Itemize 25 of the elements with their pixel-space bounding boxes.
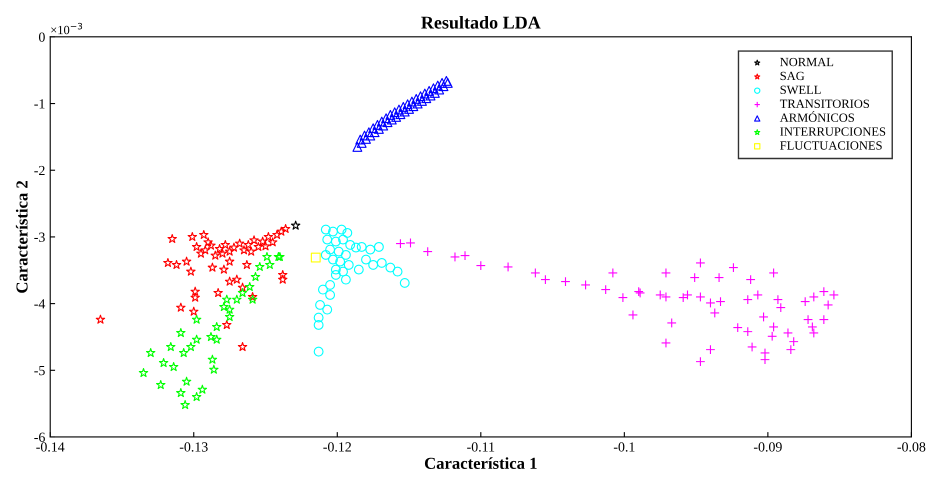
x-tick-label: -0.09 bbox=[754, 442, 782, 452]
legend-label: SAG bbox=[780, 72, 804, 80]
y-tick-label: -4 bbox=[34, 299, 46, 308]
x-tick-label: -0.11 bbox=[467, 442, 494, 452]
legend-label: NORMAL bbox=[780, 58, 834, 66]
x-tick-label: -0.13 bbox=[180, 442, 208, 452]
x-tick-label: -0.12 bbox=[323, 442, 351, 452]
legend-label: TRANSITORIOS bbox=[780, 100, 870, 108]
legend-label: FLUCTUACIONES bbox=[780, 141, 882, 150]
legend-label: ARMÓNICOS bbox=[780, 111, 854, 122]
text: ×10$^{−3}$ bbox=[51, 22, 82, 34]
x-axis-title: Característica 1 bbox=[424, 457, 537, 469]
legend-label: SWELL bbox=[780, 86, 821, 94]
y-tick-label: -1 bbox=[34, 99, 45, 108]
y-axis-title: Característica 2 bbox=[16, 180, 28, 293]
y-tick-label: -2 bbox=[34, 166, 45, 176]
x-tick-label: -0.14 bbox=[36, 442, 64, 452]
y-tick-label: -6 bbox=[34, 432, 45, 442]
legend-label: INTERRUPCIONES bbox=[780, 127, 886, 136]
y-tick-label: -3 bbox=[34, 232, 45, 242]
y-tick-label: 0 bbox=[38, 32, 45, 42]
y-tick-label: -5 bbox=[34, 366, 45, 376]
chart-title: Resultado LDA bbox=[421, 16, 541, 29]
x-tick-label: -0.1 bbox=[614, 442, 634, 452]
x-tick-label: -0.08 bbox=[897, 442, 926, 452]
